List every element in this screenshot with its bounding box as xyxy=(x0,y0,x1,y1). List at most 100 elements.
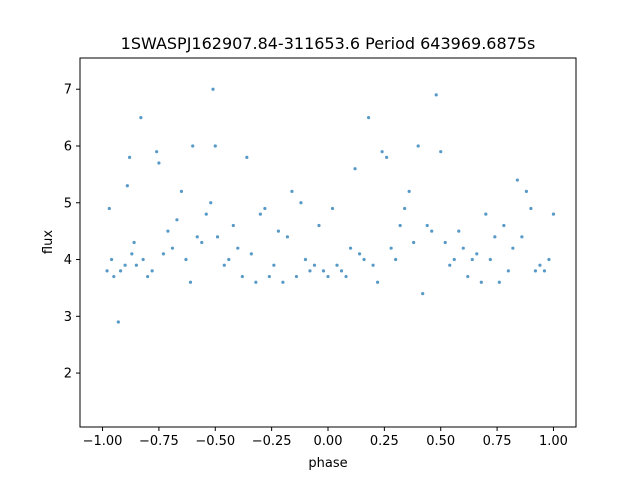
data-point xyxy=(493,235,497,239)
data-point xyxy=(170,246,175,250)
y-tick-label: 5 xyxy=(64,196,72,211)
data-point xyxy=(211,87,215,91)
data-point xyxy=(215,235,220,239)
data-point xyxy=(281,280,285,284)
data-point xyxy=(209,201,213,205)
data-point xyxy=(195,235,199,239)
data-point xyxy=(125,184,129,188)
data-point xyxy=(394,257,398,262)
data-point xyxy=(362,257,366,262)
y-axis: 2 3 4 5 6 7 xyxy=(64,83,80,382)
data-point xyxy=(335,263,339,267)
data-point xyxy=(357,252,362,256)
data-point xyxy=(179,189,184,194)
data-point xyxy=(385,155,389,159)
data-point xyxy=(116,320,120,324)
data-point xyxy=(267,274,271,279)
data-point xyxy=(403,206,407,211)
data-point xyxy=(299,201,303,205)
data-point xyxy=(141,257,145,262)
data-point xyxy=(175,218,179,222)
data-point xyxy=(538,263,542,267)
x-tick-label: 1.00 xyxy=(539,434,568,449)
y-tick-label: 6 xyxy=(64,139,72,154)
data-point xyxy=(213,144,217,148)
x-tick-label: 0.50 xyxy=(426,434,455,449)
data-point xyxy=(448,263,452,267)
data-point xyxy=(231,223,235,228)
data-point xyxy=(380,150,384,154)
data-point xyxy=(506,269,510,273)
data-point xyxy=(439,150,443,154)
y-axis-label: flux xyxy=(41,230,56,254)
data-point xyxy=(240,274,244,279)
chart-title: 1SWASPJ162907.84-311653.6 Period 643969.… xyxy=(121,34,536,53)
y-tick-label: 7 xyxy=(64,83,72,98)
data-point xyxy=(515,178,519,182)
x-axis: −1.00 −0.75 −0.50 −0.25 0.00 0.25 0.50 0.75 1.00 xyxy=(83,427,568,449)
data-point xyxy=(200,240,204,245)
data-point xyxy=(330,206,335,211)
data-point xyxy=(123,263,127,267)
data-point xyxy=(461,246,465,250)
data-point xyxy=(416,144,420,148)
x-tick-label: 0.75 xyxy=(483,434,512,449)
data-point xyxy=(184,257,188,262)
data-point xyxy=(457,229,461,233)
data-point xyxy=(146,274,150,279)
data-point xyxy=(227,257,231,262)
data-point xyxy=(366,116,371,120)
x-tick-label: −0.75 xyxy=(139,434,179,449)
data-point xyxy=(128,155,132,159)
data-point xyxy=(479,280,483,284)
data-point xyxy=(249,252,253,256)
data-point xyxy=(161,252,166,256)
data-point xyxy=(139,116,143,120)
data-point xyxy=(470,257,474,262)
data-point xyxy=(533,269,538,273)
x-axis-label: phase xyxy=(308,456,347,471)
data-point xyxy=(425,223,429,228)
data-point xyxy=(407,189,411,194)
data-point xyxy=(236,246,240,250)
x-tick-label: −0.50 xyxy=(195,434,235,449)
x-tick-label: −0.25 xyxy=(252,434,292,449)
data-point xyxy=(166,229,170,233)
data-point xyxy=(130,252,134,256)
data-point xyxy=(551,212,556,216)
data-point xyxy=(285,235,290,239)
data-point xyxy=(502,223,506,228)
data-point xyxy=(157,161,161,165)
y-tick-label: 4 xyxy=(64,253,72,268)
data-point xyxy=(105,269,109,273)
data-point xyxy=(475,252,479,256)
data-point xyxy=(109,257,114,262)
data-point xyxy=(272,263,276,267)
data-point xyxy=(488,257,492,262)
x-tick-label: 0.25 xyxy=(370,434,399,449)
data-point xyxy=(353,167,357,171)
data-point xyxy=(466,274,470,279)
data-point xyxy=(134,263,138,267)
data-point xyxy=(107,206,111,211)
data-point xyxy=(204,212,208,216)
data-point xyxy=(339,269,344,273)
data-point xyxy=(520,235,524,239)
data-point xyxy=(263,206,267,211)
data-point xyxy=(276,229,280,233)
data-point xyxy=(484,212,488,216)
data-point xyxy=(452,257,456,262)
data-point xyxy=(188,280,193,284)
data-point xyxy=(371,263,375,267)
data-point xyxy=(245,155,249,159)
data-point xyxy=(294,274,299,279)
data-point xyxy=(118,269,123,273)
data-points xyxy=(105,87,556,324)
data-point xyxy=(132,240,136,245)
data-point xyxy=(344,274,348,279)
data-point xyxy=(312,263,317,267)
data-point xyxy=(112,274,116,279)
data-point xyxy=(254,280,258,284)
